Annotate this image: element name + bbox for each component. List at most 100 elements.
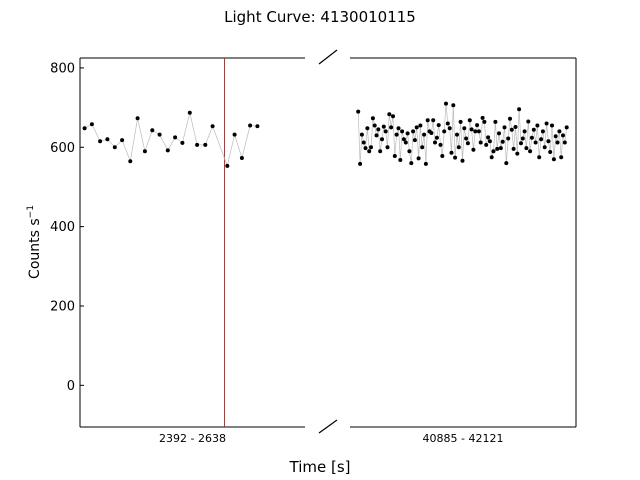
data-point <box>469 127 474 132</box>
data-point <box>553 134 558 139</box>
data-point <box>376 127 381 132</box>
data-point <box>511 146 516 151</box>
data-point <box>358 161 363 166</box>
data-point <box>378 149 383 154</box>
data-point <box>544 121 549 126</box>
data-point <box>537 155 542 160</box>
data-point <box>475 123 480 128</box>
data-point <box>559 155 564 160</box>
data-point <box>447 126 452 131</box>
series-line-1 <box>84 112 258 168</box>
data-point <box>361 140 366 145</box>
y-axis-label: Counts s−1 <box>26 205 43 279</box>
data-point <box>380 137 384 142</box>
y-axis-label-main: Counts s <box>27 218 43 279</box>
data-point <box>509 127 514 132</box>
data-point <box>420 145 425 150</box>
y-tick-label-400: 400 <box>50 220 75 235</box>
data-point <box>444 101 448 106</box>
data-point <box>493 119 498 124</box>
data-point <box>528 149 533 154</box>
data-point <box>429 131 434 135</box>
data-point <box>500 139 505 144</box>
data-point <box>471 147 476 152</box>
data-point <box>484 142 489 147</box>
data-point <box>524 146 529 151</box>
segment-label-1: 2392 - 2638 <box>159 432 226 445</box>
data-point <box>150 128 155 133</box>
data-point <box>555 140 560 145</box>
data-point <box>546 139 551 144</box>
y-tick-label-600: 600 <box>50 141 75 156</box>
data-point <box>89 122 94 127</box>
data-point <box>255 124 260 129</box>
data-point <box>422 132 427 137</box>
data-point <box>401 137 406 142</box>
y-tick-label-0: 0 <box>67 379 75 394</box>
data-point <box>173 135 178 140</box>
data-point <box>497 131 501 136</box>
data-point <box>394 132 399 137</box>
data-point <box>440 154 445 158</box>
data-point <box>135 116 140 121</box>
segment-label-2: 40885 - 42121 <box>423 432 504 445</box>
data-point <box>502 125 507 130</box>
data-point <box>460 158 465 163</box>
data-point <box>529 135 534 140</box>
data-point <box>455 132 459 137</box>
data-point <box>438 142 443 147</box>
data-point <box>391 114 395 119</box>
data-point <box>491 149 496 154</box>
data-point <box>495 146 500 151</box>
data-point <box>433 140 437 145</box>
data-point <box>232 132 237 137</box>
data-point <box>210 124 215 129</box>
data-point <box>398 158 403 162</box>
data-point <box>370 116 375 121</box>
data-point <box>389 125 394 130</box>
data-point <box>381 124 386 129</box>
data-point <box>392 154 397 158</box>
data-point <box>105 137 110 142</box>
data-point <box>487 139 492 144</box>
data-point <box>423 161 428 166</box>
data-point <box>473 129 478 134</box>
data-point <box>517 107 522 112</box>
data-point <box>128 159 133 164</box>
panel-2: 40885 - 42121 <box>350 57 577 445</box>
data-point <box>540 129 545 134</box>
panel-1: 0 200 400 600 800 2392 - 2638 <box>50 57 305 445</box>
data-point <box>98 139 103 144</box>
data-point <box>434 135 439 140</box>
data-point <box>456 145 461 150</box>
data-point <box>513 125 518 129</box>
data-point <box>120 138 125 143</box>
data-point <box>239 156 244 160</box>
data-point <box>400 129 405 134</box>
data-point <box>451 103 456 108</box>
data-point <box>142 149 147 154</box>
data-point <box>431 118 436 123</box>
data-point <box>561 133 565 138</box>
data-point <box>498 146 503 151</box>
data-point <box>548 150 553 154</box>
data-point <box>82 126 87 131</box>
y-axis-label-exponent: −1 <box>26 205 36 218</box>
data-point <box>363 146 368 151</box>
data-point <box>112 145 117 150</box>
data-point <box>478 140 483 145</box>
data-point <box>557 129 562 134</box>
data-point <box>467 118 472 123</box>
data-point <box>520 136 525 141</box>
data-point <box>405 131 410 136</box>
data-point <box>458 119 463 124</box>
data-point <box>504 161 509 166</box>
data-point <box>515 151 520 156</box>
data-point <box>533 140 538 145</box>
data-point <box>157 132 162 137</box>
data-point <box>225 163 230 168</box>
axis-break-top <box>318 49 338 65</box>
data-point <box>442 129 447 134</box>
chart-panels: 0 200 400 600 800 2392 - 2638 40885 - 42121 <box>50 49 577 445</box>
